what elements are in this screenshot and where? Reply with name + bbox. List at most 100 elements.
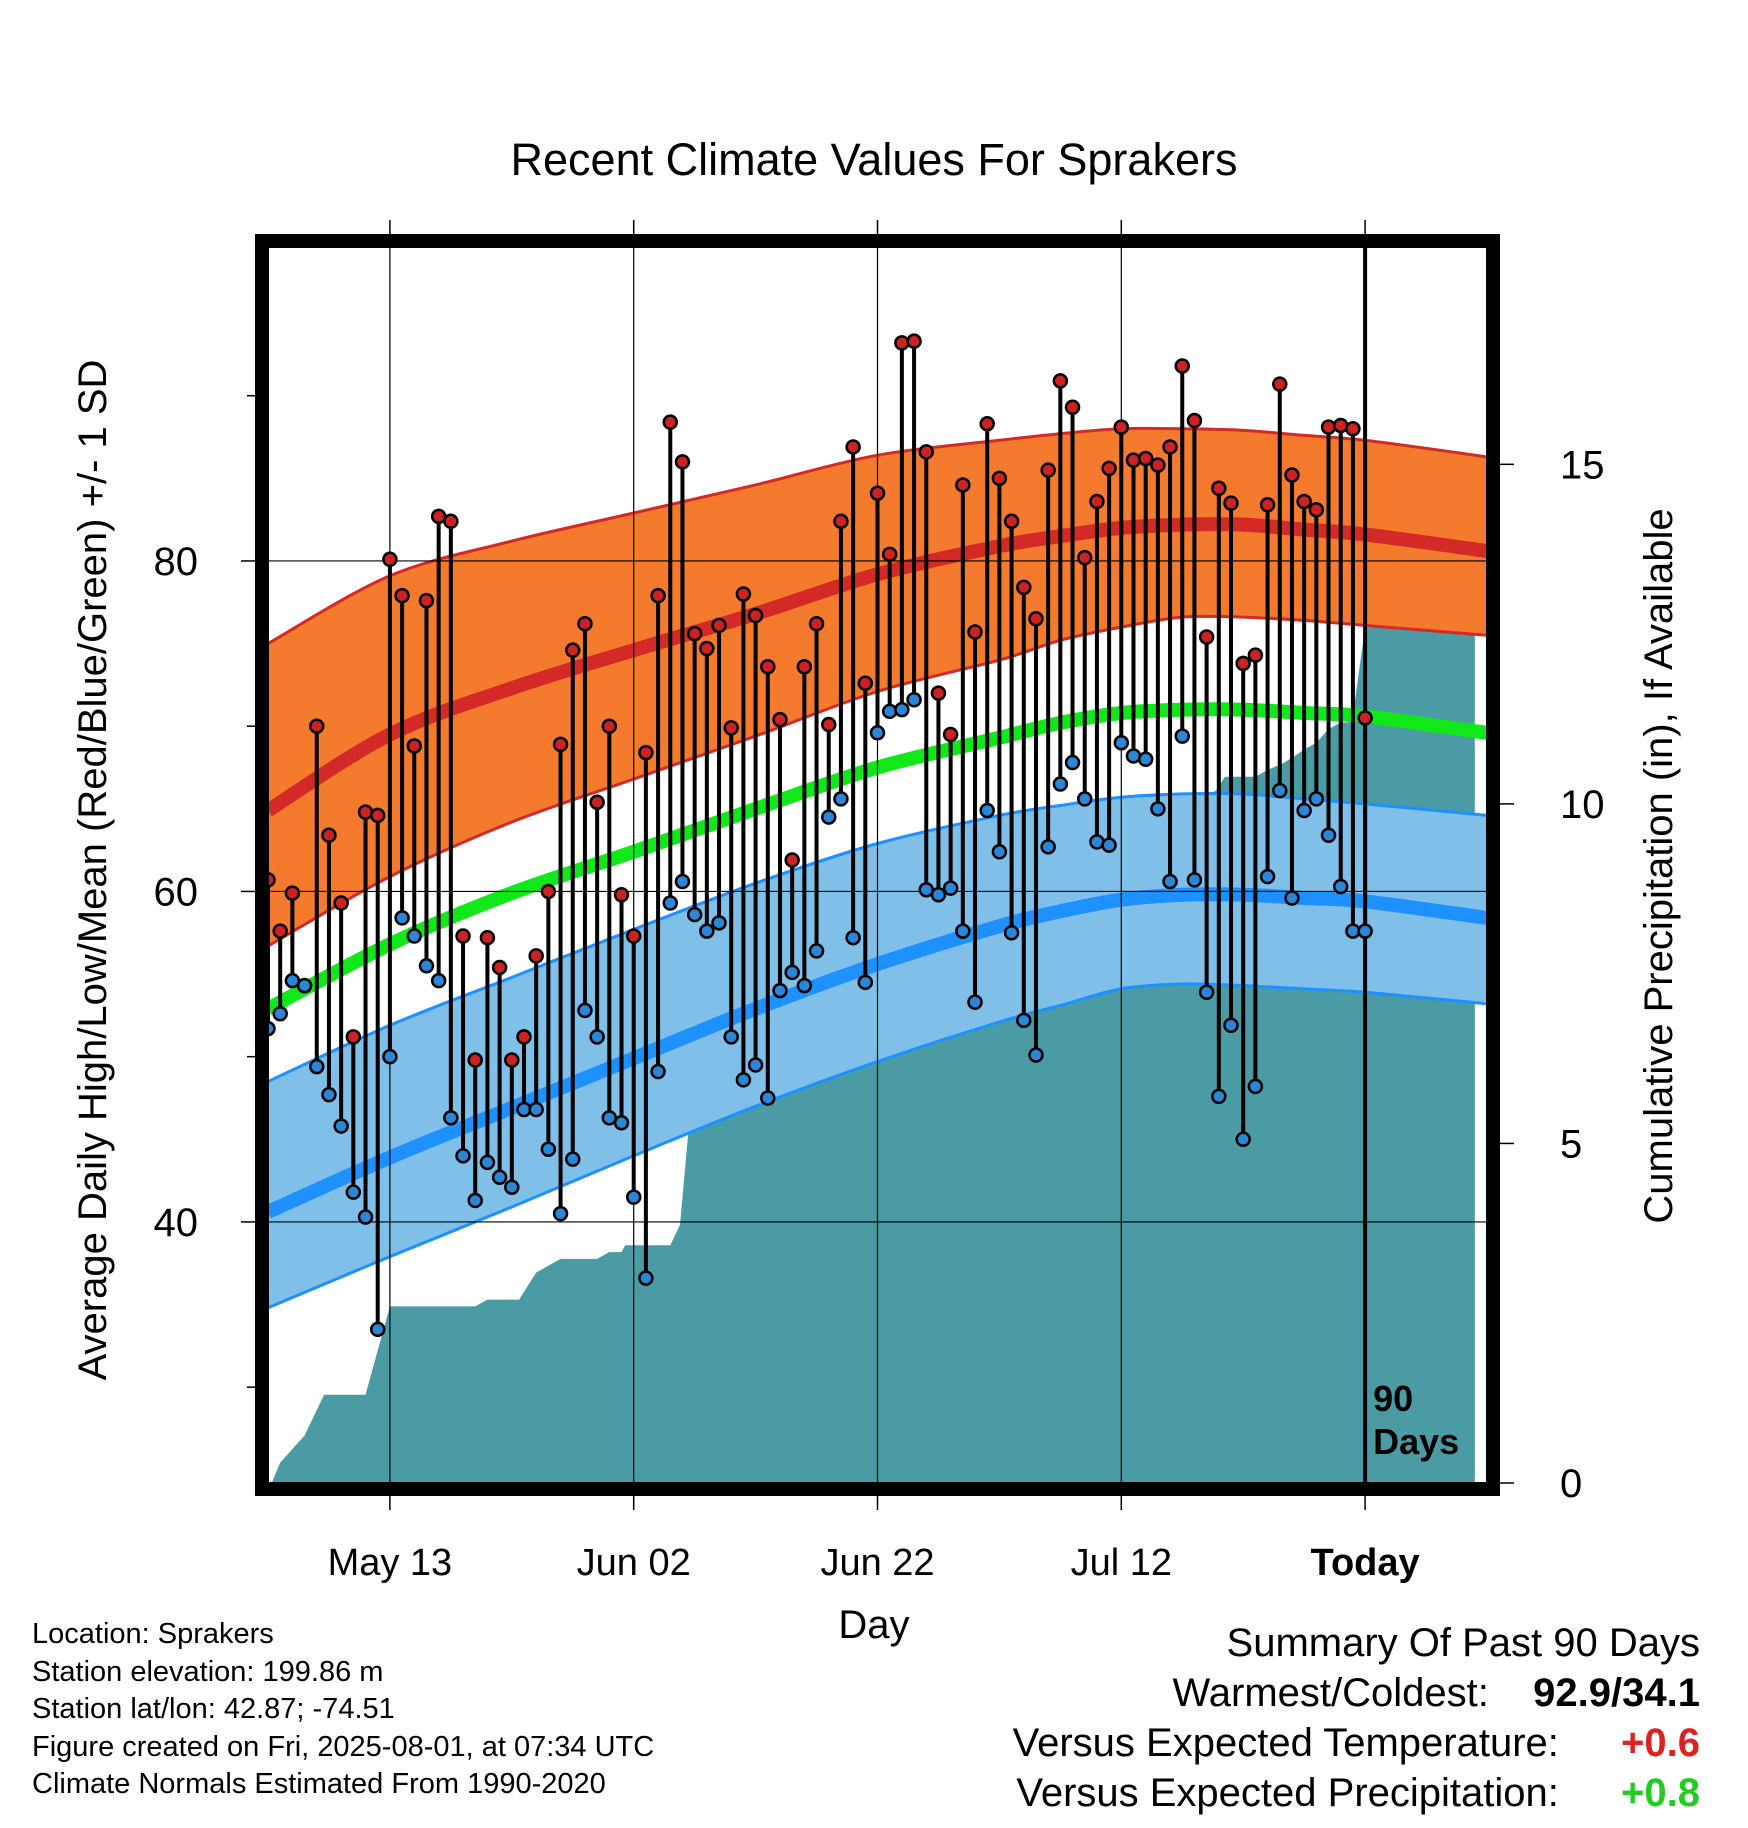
station-info: Location: Sprakers Station elevation: 19… bbox=[32, 1616, 654, 1804]
daily-high-point bbox=[1113, 419, 1130, 435]
daily-low-point bbox=[296, 977, 313, 994]
daily-high-point bbox=[309, 718, 325, 734]
daily-low-point bbox=[565, 1151, 581, 1167]
daily-high-point bbox=[1235, 655, 1251, 672]
daily-low-point bbox=[1076, 791, 1093, 807]
daily-low-point bbox=[845, 929, 861, 946]
daily-high-point bbox=[1247, 647, 1264, 663]
daily-low-point bbox=[406, 928, 423, 944]
daily-high-point bbox=[894, 335, 910, 351]
daily-high-point bbox=[1211, 480, 1227, 497]
daily-high-point bbox=[1223, 495, 1239, 511]
daily-low-point bbox=[369, 1321, 386, 1338]
daily-low-point bbox=[1332, 878, 1349, 895]
daily-low-point bbox=[979, 802, 995, 819]
daily-low-point bbox=[991, 844, 1008, 860]
daily-high-point bbox=[272, 923, 288, 939]
daily-high-point bbox=[1186, 412, 1203, 429]
daily-low-point bbox=[504, 1179, 520, 1195]
x-tick-label: Jul 12 bbox=[1071, 1542, 1172, 1584]
daily-high-point bbox=[906, 333, 922, 349]
daily-high-point bbox=[1320, 419, 1337, 435]
daily-high-point bbox=[845, 439, 861, 455]
daily-high-point bbox=[1284, 467, 1300, 483]
daily-low-point bbox=[881, 703, 898, 720]
daily-low-point bbox=[577, 1002, 593, 1019]
daily-low-point bbox=[394, 910, 410, 926]
daily-low-point bbox=[1040, 839, 1056, 855]
warm-cold-label: Warmest/Coldest: bbox=[1172, 1671, 1489, 1715]
daily-low-point bbox=[662, 895, 679, 911]
daily-high-point bbox=[491, 959, 508, 976]
daily-low-point bbox=[1198, 984, 1215, 1000]
daily-low-point bbox=[1113, 734, 1130, 751]
plot-frame bbox=[255, 234, 1500, 1496]
daily-low-point bbox=[552, 1205, 569, 1222]
latlon-text: Station lat/lon: 42.87; -74.51 bbox=[32, 1693, 395, 1725]
daily-high-point bbox=[723, 720, 739, 736]
daily-low-point bbox=[772, 982, 788, 999]
daily-low-point bbox=[455, 1148, 471, 1164]
precip-label: Versus Expected Precipitation: bbox=[1016, 1771, 1559, 1815]
daily-high-point bbox=[784, 852, 800, 868]
temp-value: +0.6 bbox=[1621, 1721, 1700, 1765]
daily-high-point bbox=[552, 736, 569, 753]
summary-warm-cold: Warmest/Coldest: 92.9/34.1 bbox=[1013, 1668, 1701, 1718]
warm-cold-value: 92.9/34.1 bbox=[1533, 1671, 1700, 1715]
precip-value: +0.8 bbox=[1621, 1771, 1700, 1815]
daily-high-point bbox=[930, 685, 947, 701]
daily-high-point bbox=[1125, 452, 1142, 468]
daily-low-point bbox=[942, 880, 959, 896]
daily-low-point bbox=[1028, 1047, 1044, 1063]
daily-high-point bbox=[772, 711, 788, 728]
daily-high-point bbox=[1296, 493, 1312, 510]
y-axis-label: Average Daily High/Low/Mean (Red/Blue/Gr… bbox=[71, 360, 115, 1381]
daily-high-point bbox=[369, 807, 386, 824]
daily-low-point bbox=[674, 873, 691, 890]
daily-high-point bbox=[1052, 373, 1069, 389]
daily-low-point bbox=[967, 994, 983, 1010]
daily-low-point bbox=[613, 1115, 630, 1131]
daily-high-point bbox=[1064, 399, 1081, 416]
daily-high-point bbox=[955, 477, 971, 493]
normals-text: Climate Normals Estimated From 1990-2020 bbox=[32, 1768, 606, 1800]
daily-high-point bbox=[577, 615, 593, 632]
daily-low-point bbox=[711, 915, 727, 931]
x-tick-label: Jun 02 bbox=[577, 1542, 691, 1584]
daily-low-point bbox=[723, 1029, 739, 1045]
daily-low-point bbox=[443, 1110, 459, 1126]
daily-high-point bbox=[589, 794, 605, 810]
daily-high-point bbox=[528, 948, 544, 964]
daily-high-point bbox=[1003, 513, 1020, 530]
daily-high-point bbox=[1150, 457, 1166, 473]
daily-high-point bbox=[333, 895, 349, 911]
daily-low-point bbox=[309, 1058, 325, 1075]
daily-low-point bbox=[1247, 1078, 1264, 1095]
daily-low-point bbox=[1101, 837, 1117, 853]
daily-low-point bbox=[333, 1118, 349, 1134]
daily-low-point bbox=[1284, 890, 1300, 906]
daily-low-point bbox=[528, 1101, 544, 1118]
daily-low-point bbox=[1137, 751, 1154, 767]
daily-high-point bbox=[1162, 439, 1178, 455]
daily-high-point bbox=[467, 1052, 483, 1068]
daily-high-point bbox=[662, 414, 679, 430]
x-axis-label: Day bbox=[838, 1603, 909, 1647]
x-tick-label: Today bbox=[1311, 1542, 1420, 1584]
daily-low-point bbox=[906, 692, 922, 708]
daily-high-point bbox=[601, 718, 618, 734]
daily-high-point bbox=[650, 587, 666, 604]
daily-high-point bbox=[1040, 462, 1056, 478]
summary-temp: Versus Expected Temperature: +0.6 bbox=[1013, 1718, 1700, 1768]
daily-low-point bbox=[955, 923, 971, 939]
daily-low-point bbox=[1223, 1017, 1239, 1034]
daily-low-point bbox=[747, 1057, 764, 1073]
chart-title: Recent Climate Values For Sprakers bbox=[511, 134, 1238, 185]
y-tick-label: 80 bbox=[154, 540, 199, 584]
daily-low-point bbox=[894, 701, 910, 718]
daily-low-point bbox=[784, 964, 800, 981]
daily-low-point bbox=[321, 1086, 337, 1103]
